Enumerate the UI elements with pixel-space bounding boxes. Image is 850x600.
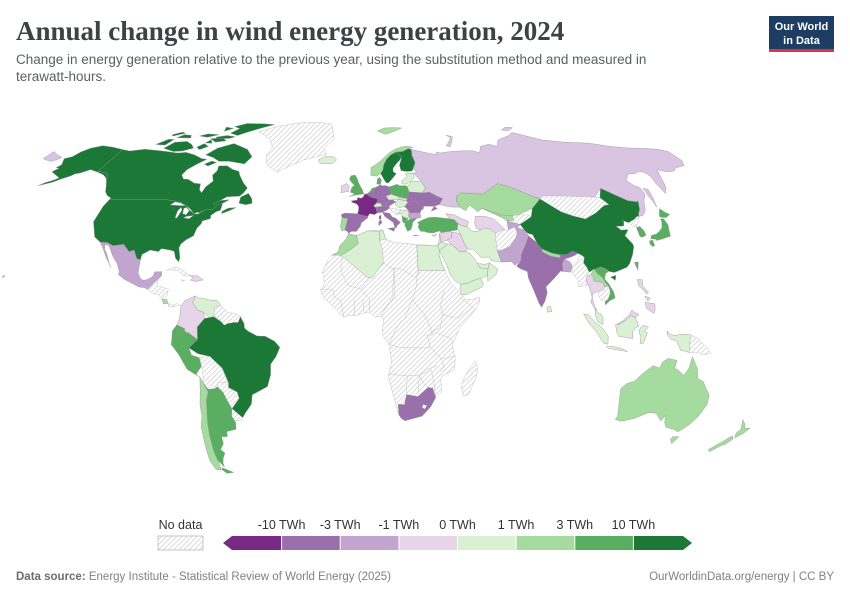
svg-text:No data: No data xyxy=(159,518,203,532)
svg-text:-3 TWh: -3 TWh xyxy=(320,518,361,532)
svg-text:1 TWh: 1 TWh xyxy=(498,518,535,532)
svg-text:-10 TWh: -10 TWh xyxy=(258,518,306,532)
svg-text:0 TWh: 0 TWh xyxy=(439,518,476,532)
svg-text:-1 TWh: -1 TWh xyxy=(379,518,420,532)
svg-text:10 TWh: 10 TWh xyxy=(612,518,656,532)
svg-text:3 TWh: 3 TWh xyxy=(557,518,594,532)
